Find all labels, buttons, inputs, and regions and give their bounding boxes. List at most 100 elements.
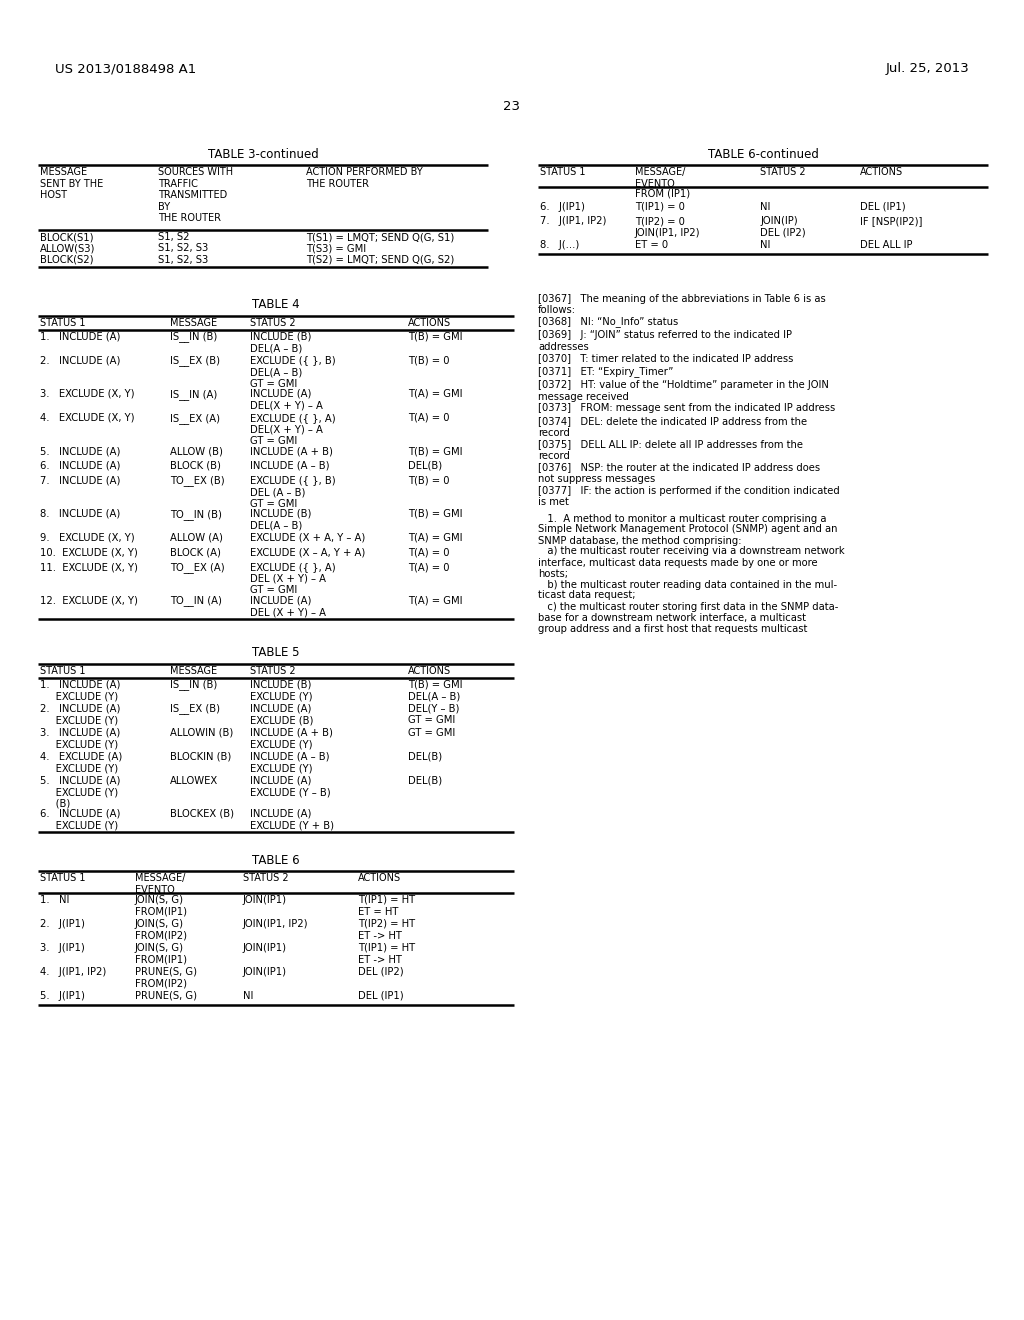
Text: [0374]   DEL: delete the indicated IP address from the
record: [0374] DEL: delete the indicated IP addr…	[538, 417, 807, 438]
Text: GT = GMI: GT = GMI	[408, 727, 456, 738]
Text: ticast data request;: ticast data request;	[538, 590, 636, 601]
Text: [0376]   NSP: the router at the indicated IP address does
not suppress messages: [0376] NSP: the router at the indicated …	[538, 462, 820, 484]
Text: SOURCES WITH
TRAFFIC
TRANSMITTED
BY
THE ROUTER: SOURCES WITH TRAFFIC TRANSMITTED BY THE …	[158, 168, 233, 223]
Text: T(A) = GMI: T(A) = GMI	[408, 389, 463, 399]
Text: T(B) = GMI: T(B) = GMI	[408, 446, 463, 457]
Text: STATUS 1: STATUS 1	[40, 665, 85, 676]
Text: NI: NI	[760, 240, 770, 249]
Text: T(B) = 0: T(B) = 0	[408, 355, 450, 366]
Text: ACTION PERFORMED BY
THE ROUTER: ACTION PERFORMED BY THE ROUTER	[306, 168, 423, 189]
Text: DEL (IP2): DEL (IP2)	[358, 968, 403, 977]
Text: S1, S2, S3: S1, S2, S3	[158, 243, 208, 253]
Text: TABLE 6: TABLE 6	[252, 854, 300, 867]
Text: IS__EX (B): IS__EX (B)	[170, 355, 220, 367]
Text: interface, multicast data requests made by one or more: interface, multicast data requests made …	[538, 557, 817, 568]
Text: 3.   J(IP1): 3. J(IP1)	[40, 942, 85, 953]
Text: INCLUDE (B)
DEL(A – B): INCLUDE (B) DEL(A – B)	[250, 510, 311, 531]
Text: DEL (IP1): DEL (IP1)	[860, 202, 905, 211]
Text: INCLUDE (A)
EXCLUDE (Y – B): INCLUDE (A) EXCLUDE (Y – B)	[250, 776, 331, 797]
Text: TABLE 6-continued: TABLE 6-continued	[708, 148, 818, 161]
Text: STATUS 2: STATUS 2	[760, 168, 806, 177]
Text: S1, S2: S1, S2	[158, 232, 189, 242]
Text: T(IP2) = HT
ET -> HT: T(IP2) = HT ET -> HT	[358, 919, 415, 941]
Text: NI: NI	[760, 202, 770, 211]
Text: BLOCK(S1): BLOCK(S1)	[40, 232, 93, 242]
Text: MESSAGE: MESSAGE	[170, 318, 217, 327]
Text: T(S2) = LMQT; SEND Q(G, S2): T(S2) = LMQT; SEND Q(G, S2)	[306, 255, 455, 265]
Text: 6.   INCLUDE (A): 6. INCLUDE (A)	[40, 461, 121, 471]
Text: 1.   INCLUDE (A)
     EXCLUDE (Y): 1. INCLUDE (A) EXCLUDE (Y)	[40, 680, 121, 701]
Text: [0377]   IF: the action is performed if the condition indicated
is met: [0377] IF: the action is performed if th…	[538, 486, 840, 507]
Text: JOIN(IP)
DEL (IP2): JOIN(IP) DEL (IP2)	[760, 216, 806, 238]
Text: STATUS 1: STATUS 1	[40, 873, 85, 883]
Text: TO__IN (B): TO__IN (B)	[170, 510, 222, 520]
Text: IS__EX (A): IS__EX (A)	[170, 413, 220, 424]
Text: STATUS 1: STATUS 1	[540, 168, 586, 177]
Text: T(S1) = LMQT; SEND Q(G, S1): T(S1) = LMQT; SEND Q(G, S1)	[306, 232, 455, 242]
Text: S1, S2, S3: S1, S2, S3	[158, 255, 208, 265]
Text: 7.   J(IP1, IP2): 7. J(IP1, IP2)	[540, 216, 606, 226]
Text: TO__EX (B): TO__EX (B)	[170, 475, 224, 486]
Text: INCLUDE (A – B)
EXCLUDE (Y): INCLUDE (A – B) EXCLUDE (Y)	[250, 751, 330, 774]
Text: INCLUDE (B)
DEL(A – B): INCLUDE (B) DEL(A – B)	[250, 331, 311, 354]
Text: 4.   J(IP1, IP2): 4. J(IP1, IP2)	[40, 968, 106, 977]
Text: BLOCK(S2): BLOCK(S2)	[40, 255, 93, 265]
Text: [0368]   NI: “No_Info” status: [0368] NI: “No_Info” status	[538, 317, 678, 327]
Text: EXCLUDE (X + A, Y – A): EXCLUDE (X + A, Y – A)	[250, 533, 366, 543]
Text: 5.   INCLUDE (A)
     EXCLUDE (Y)
     (B): 5. INCLUDE (A) EXCLUDE (Y) (B)	[40, 776, 121, 809]
Text: BLOCKEX (B): BLOCKEX (B)	[170, 809, 234, 818]
Text: EXCLUDE ({ }, A)
DEL (X + Y) – A
GT = GMI: EXCLUDE ({ }, A) DEL (X + Y) – A GT = GM…	[250, 562, 336, 595]
Text: ACTIONS: ACTIONS	[408, 318, 452, 327]
Text: TABLE 4: TABLE 4	[252, 298, 300, 312]
Text: JOIN(IP1): JOIN(IP1)	[243, 968, 287, 977]
Text: T(B) = GMI
DEL(A – B): T(B) = GMI DEL(A – B)	[408, 680, 463, 701]
Text: DEL(Y – B)
GT = GMI: DEL(Y – B) GT = GMI	[408, 704, 460, 725]
Text: T(IP1) = HT
ET = HT: T(IP1) = HT ET = HT	[358, 895, 415, 916]
Text: BLOCK (B): BLOCK (B)	[170, 461, 221, 471]
Text: IS__IN (A): IS__IN (A)	[170, 389, 217, 400]
Text: T(IP2) = 0
JOIN(IP1, IP2): T(IP2) = 0 JOIN(IP1, IP2)	[635, 216, 700, 238]
Text: 6.   J(IP1): 6. J(IP1)	[540, 202, 585, 211]
Text: hosts;: hosts;	[538, 569, 568, 578]
Text: T(A) = GMI: T(A) = GMI	[408, 595, 463, 606]
Text: 6.   INCLUDE (A)
     EXCLUDE (Y): 6. INCLUDE (A) EXCLUDE (Y)	[40, 809, 121, 830]
Text: 12.  EXCLUDE (X, Y): 12. EXCLUDE (X, Y)	[40, 595, 138, 606]
Text: a) the multicast router receiving via a downstream network: a) the multicast router receiving via a …	[538, 546, 845, 557]
Text: 2.   INCLUDE (A): 2. INCLUDE (A)	[40, 355, 121, 366]
Text: ACTIONS: ACTIONS	[408, 665, 452, 676]
Text: 5.   J(IP1): 5. J(IP1)	[40, 991, 85, 1001]
Text: IF [NSP(IP2)]: IF [NSP(IP2)]	[860, 216, 923, 226]
Text: base for a downstream network interface, a multicast: base for a downstream network interface,…	[538, 612, 806, 623]
Text: T(A) = 0: T(A) = 0	[408, 562, 450, 572]
Text: 23: 23	[504, 100, 520, 114]
Text: 11.  EXCLUDE (X, Y): 11. EXCLUDE (X, Y)	[40, 562, 138, 572]
Text: 8.   J(...): 8. J(...)	[540, 240, 580, 249]
Text: MESSAGE: MESSAGE	[170, 665, 217, 676]
Text: INCLUDE (A + B)
EXCLUDE (Y): INCLUDE (A + B) EXCLUDE (Y)	[250, 727, 333, 750]
Text: 5.   INCLUDE (A): 5. INCLUDE (A)	[40, 446, 121, 457]
Text: PRUNE(S, G)
FROM(IP2): PRUNE(S, G) FROM(IP2)	[135, 968, 197, 989]
Text: TABLE 5: TABLE 5	[252, 647, 300, 660]
Text: T(B) = 0: T(B) = 0	[408, 475, 450, 486]
Text: BLOCKIN (B): BLOCKIN (B)	[170, 751, 231, 762]
Text: 7.   INCLUDE (A): 7. INCLUDE (A)	[40, 475, 121, 486]
Text: 4.   EXCLUDE (A)
     EXCLUDE (Y): 4. EXCLUDE (A) EXCLUDE (Y)	[40, 751, 122, 774]
Text: PRUNE(S, G): PRUNE(S, G)	[135, 991, 197, 1001]
Text: EXCLUDE ({ }, B)
DEL(A – B)
GT = GMI: EXCLUDE ({ }, B) DEL(A – B) GT = GMI	[250, 355, 336, 388]
Text: 4.   EXCLUDE (X, Y): 4. EXCLUDE (X, Y)	[40, 413, 134, 422]
Text: group address and a first host that requests multicast: group address and a first host that requ…	[538, 623, 807, 634]
Text: [0372]   HT: value of the “Holdtime” parameter in the JOIN
message received: [0372] HT: value of the “Holdtime” param…	[538, 380, 828, 401]
Text: MESSAGE/
EVENTO: MESSAGE/ EVENTO	[135, 873, 185, 895]
Text: INCLUDE (A)
DEL (X + Y) – A: INCLUDE (A) DEL (X + Y) – A	[250, 595, 326, 618]
Text: 1.   INCLUDE (A): 1. INCLUDE (A)	[40, 331, 121, 342]
Text: EXCLUDE (X – A, Y + A): EXCLUDE (X – A, Y + A)	[250, 548, 366, 557]
Text: SNMP database, the method comprising:: SNMP database, the method comprising:	[538, 536, 741, 545]
Text: [0369]   J: “JOIN” status referred to the indicated IP
addresses: [0369] J: “JOIN” status referred to the …	[538, 330, 792, 351]
Text: DEL(B): DEL(B)	[408, 461, 442, 471]
Text: 8.   INCLUDE (A): 8. INCLUDE (A)	[40, 510, 120, 519]
Text: INCLUDE (A + B): INCLUDE (A + B)	[250, 446, 333, 457]
Text: ALLOW (A): ALLOW (A)	[170, 533, 223, 543]
Text: INCLUDE (A)
DEL(X + Y) – A: INCLUDE (A) DEL(X + Y) – A	[250, 389, 323, 411]
Text: JOIN(IP1): JOIN(IP1)	[243, 895, 287, 906]
Text: [0370]   T: timer related to the indicated IP address: [0370] T: timer related to the indicated…	[538, 352, 794, 363]
